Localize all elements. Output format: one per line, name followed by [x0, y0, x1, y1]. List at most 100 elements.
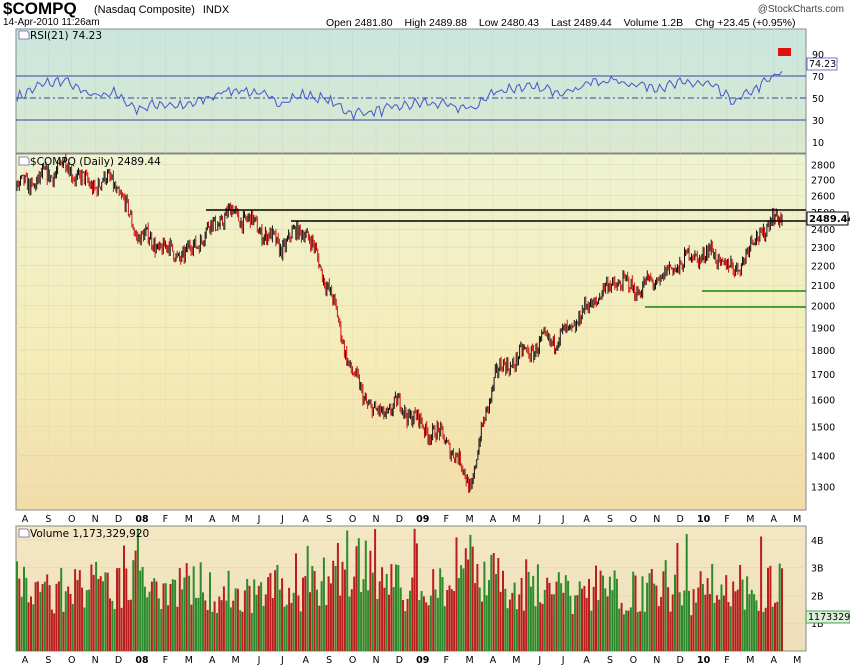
volume-bar: [760, 536, 763, 651]
volume-bar: [467, 559, 470, 651]
volume-bar: [48, 585, 51, 651]
volume-bar: [90, 564, 93, 651]
volume-bar: [211, 611, 214, 651]
volume-bar: [753, 594, 756, 651]
price-tick-label: 1300: [811, 483, 835, 494]
volume-bar: [632, 571, 635, 651]
volume-bar: [385, 574, 388, 651]
volume-bar: [409, 590, 411, 651]
x-tick-label: S: [607, 655, 613, 666]
volume-bar: [274, 570, 277, 651]
volume-bar: [564, 575, 567, 651]
volume-bar: [281, 578, 284, 651]
volume-bar: [399, 587, 402, 651]
watermark: @StockCharts.com: [757, 4, 844, 15]
volume-bar: [592, 586, 595, 651]
volume-bar: [671, 594, 674, 651]
volume-bar: [20, 596, 23, 651]
x-tick-label: J: [561, 514, 565, 525]
volume-bar: [446, 590, 449, 651]
volume-bar: [706, 578, 709, 651]
x-tick-label: M: [185, 514, 193, 525]
volume-bar: [485, 595, 488, 651]
x-tick-label: M: [465, 655, 473, 666]
volume-bar: [34, 582, 37, 651]
volume-bar: [334, 565, 337, 651]
x-tick-label: M: [231, 655, 239, 666]
volume-bar: [43, 581, 46, 651]
price-tick-label: 2600: [811, 192, 835, 203]
volume-bar: [178, 568, 181, 651]
x-tick-label: M: [746, 655, 754, 666]
price-tick-label: 1400: [811, 452, 835, 463]
volume-bar: [574, 595, 577, 651]
x-tick-label: D: [677, 655, 684, 666]
x-tick-label: O: [349, 655, 356, 666]
volume-bar: [732, 581, 735, 651]
volume-bar: [611, 590, 614, 651]
price-bars: [16, 153, 783, 493]
volume-bar: [371, 572, 374, 651]
volume-bar: [292, 592, 295, 651]
rsi-panel-icon: [18, 30, 30, 40]
x-tick-label: A: [209, 655, 216, 666]
volume-bar: [141, 567, 144, 651]
x-tick-label: J: [280, 514, 284, 525]
volume-bar: [474, 583, 477, 651]
volume-bar: [320, 581, 323, 651]
price-tick-label: 2200: [811, 262, 835, 273]
volume-bar: [650, 569, 653, 651]
volume-bar: [106, 572, 109, 651]
volume-bar: [504, 588, 507, 651]
quote-high: High 2489.88: [404, 17, 467, 29]
volume-bar: [257, 585, 260, 651]
volume-bar: [55, 583, 58, 651]
volume-bar: [497, 558, 500, 651]
volume-bar: [327, 576, 330, 651]
volume-bar: [667, 587, 670, 651]
volume-bar: [236, 588, 239, 651]
price-tick-label: 2100: [811, 281, 835, 292]
volume-bar: [406, 598, 409, 651]
volume-bar: [392, 587, 395, 651]
x-tick-label: D: [115, 514, 122, 525]
x-tick-label: N: [653, 655, 660, 666]
volume-bar: [132, 560, 135, 651]
volume-bar: [499, 591, 502, 651]
volume-bar: [78, 570, 81, 651]
volume-bar: [197, 597, 200, 651]
x-tick-label: A: [22, 514, 29, 525]
x-tick-label: 10: [697, 655, 711, 666]
volume-bar: [695, 602, 697, 651]
volume-bar: [57, 581, 60, 651]
volume-bar: [313, 571, 316, 651]
rsi-tick-label: 10: [812, 138, 824, 149]
x-tick-label: O: [68, 655, 75, 666]
volume-bar: [725, 575, 728, 651]
volume-bar: [750, 589, 753, 651]
volume-bar: [267, 577, 270, 651]
volume-bar: [743, 609, 746, 651]
volume-bar: [629, 607, 632, 651]
x-tick-label: N: [92, 655, 99, 666]
price-tick-label: 1700: [811, 370, 835, 381]
volume-bar: [604, 588, 607, 651]
volume-bar: [202, 592, 204, 651]
volume-bar: [16, 561, 18, 651]
x-tick-label: S: [45, 655, 51, 666]
volume-bar: [483, 561, 486, 651]
volume-bar: [443, 606, 446, 651]
volume-bar: [583, 585, 586, 651]
volume-bar: [99, 576, 102, 651]
rsi-overbought-marker: [778, 48, 791, 56]
x-tick-label: N: [92, 514, 99, 525]
x-tick-label: 09: [416, 655, 429, 666]
volume-bar: [734, 591, 737, 651]
volume-bar: [664, 560, 667, 651]
x-tick-label: J: [537, 514, 541, 525]
volume-bar: [436, 597, 439, 651]
volume-bar: [641, 576, 644, 651]
x-tick-label: M: [465, 514, 473, 525]
price-tick-label: 1500: [811, 423, 835, 434]
volume-bar: [295, 553, 297, 651]
